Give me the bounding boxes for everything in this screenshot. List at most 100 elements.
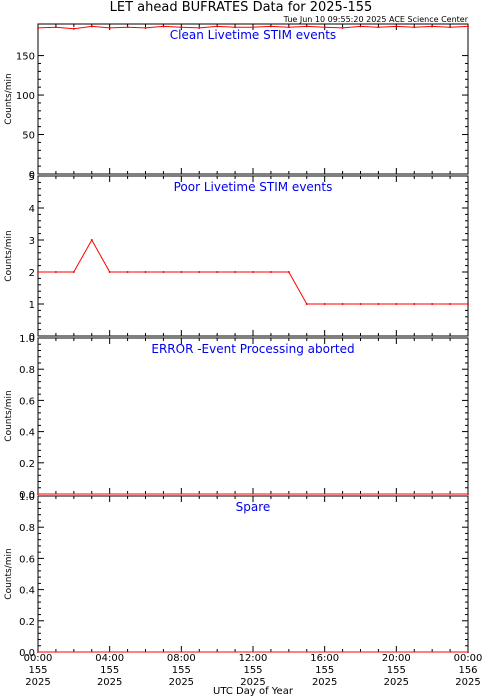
x-tick-label: 04:00 xyxy=(95,653,124,664)
x-tick-label: 155 xyxy=(387,665,406,676)
data-point xyxy=(305,303,308,305)
data-point xyxy=(323,26,326,29)
data-point xyxy=(198,271,201,273)
data-point xyxy=(395,303,398,305)
x-tick-label: 155 xyxy=(28,665,47,676)
y-tick-label: 1.0 xyxy=(19,334,35,345)
y-tick-label: 0.2 xyxy=(19,617,35,628)
x-tick-label: 16:00 xyxy=(310,653,339,664)
x-tick-label: 2025 xyxy=(312,677,337,688)
data-point xyxy=(467,25,469,28)
data-point xyxy=(108,26,111,29)
x-tick-label: 2025 xyxy=(384,677,409,688)
data-point xyxy=(126,26,129,29)
y-tick-label: 3 xyxy=(29,236,35,247)
panel-frame xyxy=(37,175,469,337)
data-point xyxy=(252,26,254,29)
panel-title: Spare xyxy=(236,500,271,514)
data-point xyxy=(90,25,93,28)
data-point xyxy=(377,26,380,29)
data-point xyxy=(449,303,452,305)
x-tick-label: 12:00 xyxy=(239,653,268,664)
panel-title: Poor Livetime STIM events xyxy=(174,180,333,194)
panel-frame xyxy=(37,23,469,175)
x-tick-label: 156 xyxy=(458,665,477,676)
panels: 0 50 100 150 Clean Livetime STIM events Count… xyxy=(4,23,469,659)
data-point xyxy=(54,271,57,273)
x-axis: 00:00155202504:00155202508:00155202512:0… xyxy=(24,653,482,688)
y-tick-label: 5 xyxy=(29,172,35,183)
y-tick-label: 4 xyxy=(29,204,35,215)
y-tick-label: 2 xyxy=(29,268,35,279)
data-point xyxy=(252,271,254,273)
data-point xyxy=(72,271,75,273)
y-tick-label: 0.8 xyxy=(19,365,35,376)
x-tick-label: 155 xyxy=(315,665,334,676)
data-point xyxy=(359,303,362,305)
data-point xyxy=(216,25,219,28)
x-tick-label: 08:00 xyxy=(167,653,196,664)
data-point xyxy=(162,25,165,28)
data-point xyxy=(180,26,183,29)
data-point xyxy=(37,271,39,273)
data-point xyxy=(449,26,452,29)
chart-title: LET ahead BUFRATES Data for 2025-155 xyxy=(110,0,373,15)
y-tick-label: 150 xyxy=(16,52,35,63)
data-point xyxy=(54,26,57,29)
data-point xyxy=(467,303,469,305)
data-point xyxy=(413,26,416,29)
data-point xyxy=(126,271,129,273)
y-tick-label: 0.0 xyxy=(19,490,35,501)
data-point xyxy=(467,651,469,653)
data-point xyxy=(467,493,469,495)
panel-title: ERROR -Event Processing aborted xyxy=(151,342,354,356)
data-point xyxy=(90,239,93,241)
data-point xyxy=(37,493,39,495)
data-point xyxy=(323,303,326,305)
data-point xyxy=(72,27,75,30)
panel-frame xyxy=(37,495,469,653)
y-tick-label: 0.6 xyxy=(19,396,35,407)
y-tick-label: 0.0 xyxy=(19,648,35,659)
panel-title: Clean Livetime STIM events xyxy=(170,28,336,42)
data-point xyxy=(341,303,344,305)
y-tick-label: 1.0 xyxy=(19,492,35,503)
x-tick-label: 2025 xyxy=(25,677,50,688)
y-axis-label: Counts/min xyxy=(4,73,14,124)
data-point xyxy=(144,271,147,273)
data-point xyxy=(234,271,237,273)
y-tick-label: 0.8 xyxy=(19,523,35,534)
data-point xyxy=(37,651,39,653)
y-axis-label: Counts/min xyxy=(4,230,14,281)
data-point xyxy=(162,271,165,273)
data-point xyxy=(37,26,39,29)
panel-frame xyxy=(37,337,469,495)
data-point xyxy=(287,271,290,273)
x-tick-label: 155 xyxy=(172,665,191,676)
x-tick-label: 2025 xyxy=(240,677,265,688)
data-point xyxy=(234,26,237,29)
y-tick-label: 50 xyxy=(22,131,35,142)
data-point xyxy=(180,271,183,273)
y-tick-label: 0.2 xyxy=(19,459,35,470)
data-point xyxy=(431,303,434,305)
x-tick-label: 20:00 xyxy=(382,653,411,664)
panel-3: 0.0 0.2 0.4 0.6 0.8 1.0 ERROR -Event Processin… xyxy=(4,334,469,501)
x-tick-label: 2025 xyxy=(97,677,122,688)
data-point xyxy=(395,25,398,28)
y-tick-label: 0 xyxy=(29,332,35,343)
y-tick-label: 0.4 xyxy=(19,428,35,439)
data-point xyxy=(269,25,272,28)
x-tick-label: 00:00 xyxy=(24,653,53,664)
data-point xyxy=(269,271,272,273)
y-tick-label: 1 xyxy=(29,300,35,311)
y-tick-label: 0.6 xyxy=(19,554,35,565)
data-point xyxy=(144,26,147,29)
data-point xyxy=(108,271,111,273)
y-tick-label: 100 xyxy=(16,91,35,102)
data-point xyxy=(341,26,344,29)
data-point xyxy=(287,26,290,29)
data-point xyxy=(413,303,416,305)
x-tick-label: 2025 xyxy=(169,677,194,688)
